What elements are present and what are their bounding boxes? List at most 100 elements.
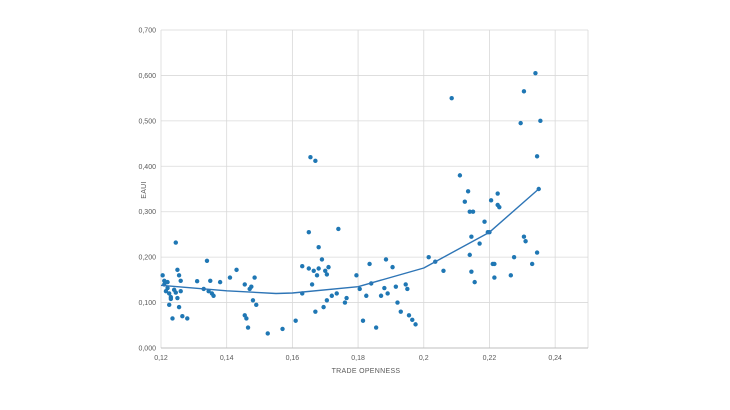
data-point [364,293,369,298]
y-tick-label: 0,300 [138,209,156,216]
data-point [523,239,528,244]
x-tick-label: 0,22 [483,355,497,362]
y-tick-label: 0,000 [138,346,156,353]
y-tick-label: 0,200 [138,255,156,262]
data-point [472,279,477,285]
x-tick-label: 0,2 [419,355,429,362]
data-point [470,209,476,214]
data-point [309,282,315,287]
data-point [482,219,487,224]
data-point [403,282,408,287]
data-point [360,318,366,323]
data-point [173,290,178,295]
data-point [390,264,395,270]
data-point [185,316,190,321]
x-tick-label: 0,16 [286,355,300,362]
data-point [252,275,257,280]
data-points [160,70,543,336]
data-point [160,273,165,278]
data-point [170,316,175,321]
data-point [518,120,523,126]
data-point [324,298,330,303]
data-point [167,302,172,308]
x-tick-labels: 0,12 0,14 0,16 0,18 0,2 0,22 0,24 [154,355,562,362]
data-point [357,286,362,292]
y-tick-labels: 0,000 0,100 0,200 0,300 0,400 0,500 0,600 0,700 [138,28,156,353]
data-point [300,264,305,269]
x-tick-label: 0,12 [154,355,168,362]
data-point [306,229,312,235]
grid-lines [160,29,589,349]
data-point [405,286,410,292]
data-point [175,267,180,273]
data-point [306,266,312,271]
data-point [488,198,494,203]
data-point [426,254,431,260]
data-point [383,257,389,262]
data-point [165,279,170,285]
data-point [227,275,233,280]
data-point [534,154,540,159]
data-point [167,291,172,296]
data-point [162,278,167,283]
trendline [160,188,540,295]
data-point [308,155,313,160]
data-point [265,331,270,336]
data-point [449,95,454,101]
data-point [367,261,372,267]
data-point [324,272,330,277]
x-tick-label: 0,18 [351,355,365,362]
data-point [467,209,472,214]
data-point [344,295,349,301]
data-point [497,204,502,210]
data-point [406,313,412,318]
data-point [194,279,200,284]
data-point [467,252,472,258]
data-point [206,289,211,294]
data-point [180,314,185,319]
data-point [354,273,359,278]
data-point [457,173,463,178]
data-point [245,325,251,330]
data-point [395,300,400,305]
data-point [175,295,180,301]
x-axis-label: TRADE OPENNESS [332,368,401,375]
data-point [326,264,331,270]
data-point [529,261,535,267]
data-point [168,294,174,300]
data-point [538,118,543,124]
data-point [462,199,468,204]
data-point [477,241,482,246]
data-point [410,317,415,323]
data-point [178,278,183,283]
data-point [521,234,527,239]
data-point [508,273,514,278]
data-point [469,269,474,274]
data-point [533,70,538,76]
data-point [242,282,247,287]
data-point [316,266,321,271]
data-point [311,268,316,273]
data-point [336,226,341,232]
data-point [234,267,239,273]
data-point [244,316,249,321]
data-point [413,322,418,327]
data-point [280,326,285,332]
data-point [382,285,387,291]
data-point [521,89,527,94]
data-point [316,244,321,250]
data-point [250,298,256,303]
y-axis-label: EAUI [141,181,148,199]
data-point [334,291,339,296]
data-point [321,304,326,310]
data-point [211,293,216,298]
data-point [165,285,170,291]
y-tick-label: 0,500 [138,118,156,125]
y-tick-label: 0,700 [138,28,156,35]
data-point [313,158,318,164]
data-point [373,325,379,330]
data-point [495,191,500,196]
data-point [314,273,320,278]
data-point [469,234,474,239]
